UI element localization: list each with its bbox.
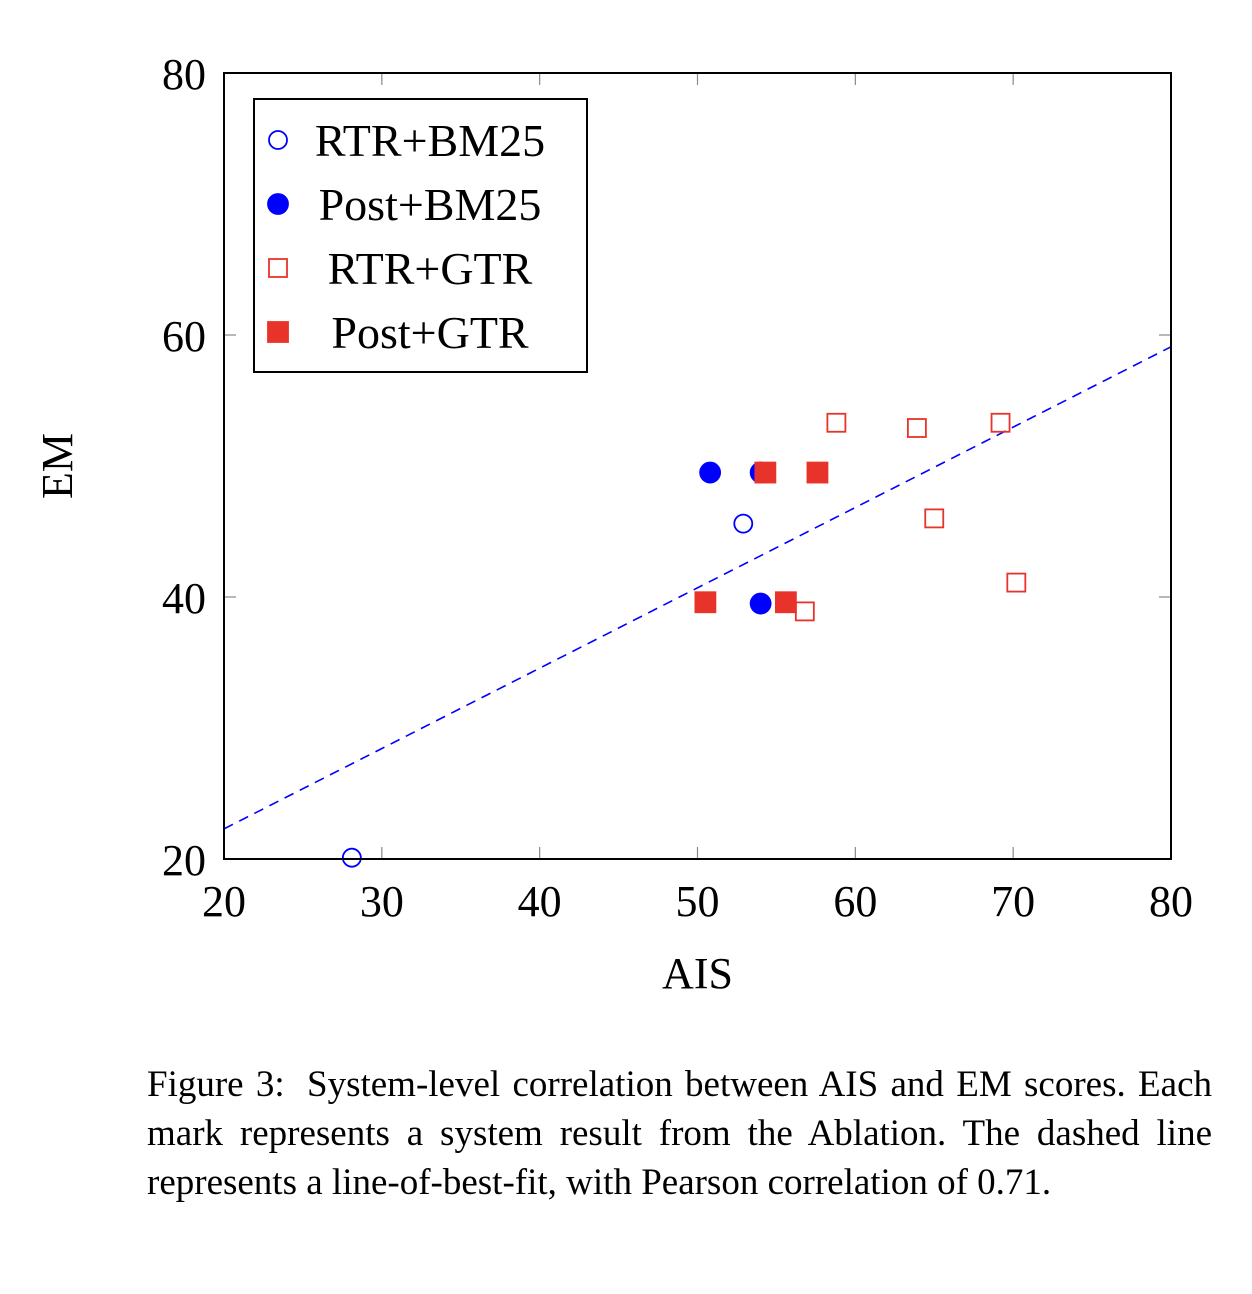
scatter-chart: 20 30 40 50 60 70 80 20 40 60 80 RTR+BM25 Post+BM25… xyxy=(33,50,1193,998)
x-tick-label: 80 xyxy=(1149,877,1193,926)
x-tick-label: 70 xyxy=(991,877,1035,926)
x-tick-label: 60 xyxy=(833,877,877,926)
legend-marker xyxy=(267,193,289,215)
data-point xyxy=(794,601,815,622)
figure-caption-text: System-level correlation between AIS and… xyxy=(147,1064,1212,1203)
y-tick-label: 40 xyxy=(162,574,206,623)
data-point xyxy=(924,508,945,529)
data-point xyxy=(826,412,847,433)
data-point xyxy=(694,591,717,614)
legend-label: RTR+GTR xyxy=(328,243,533,294)
legend-marker xyxy=(267,321,289,343)
data-point xyxy=(699,461,722,484)
data-point xyxy=(754,461,777,484)
plot-frame xyxy=(223,72,1172,860)
data-point xyxy=(990,412,1011,433)
legend-box xyxy=(253,98,588,373)
legend-marker xyxy=(268,258,288,278)
x-tick-label: 30 xyxy=(360,877,404,926)
legend: RTR+BM25 Post+BM25 RTR+GTR Post+GTR xyxy=(253,98,588,373)
data-point xyxy=(733,513,754,534)
x-tick-label: 20 xyxy=(202,877,246,926)
axis-tick-labels: 20 30 40 50 60 70 80 20 40 60 80 xyxy=(162,50,1193,926)
y-tick-label: 60 xyxy=(162,312,206,361)
data-point xyxy=(774,591,797,614)
legend-marker xyxy=(268,130,288,150)
legend-label: RTR+BM25 xyxy=(315,115,545,166)
y-tick-label: 20 xyxy=(162,836,206,885)
y-axis-label: EM xyxy=(33,433,82,499)
data-point xyxy=(749,592,772,615)
data-point xyxy=(906,418,927,438)
data-marks xyxy=(341,412,1027,868)
data-point xyxy=(1006,572,1027,593)
data-point xyxy=(806,461,829,484)
data-point xyxy=(341,847,362,868)
legend-label: Post+GTR xyxy=(331,307,529,358)
legend-label: Post+BM25 xyxy=(319,179,542,230)
y-tick-label: 80 xyxy=(162,50,206,99)
x-tick-label: 50 xyxy=(676,877,720,926)
best-fit-line xyxy=(223,346,1172,830)
x-tick-label: 40 xyxy=(518,877,562,926)
x-axis-label: AIS xyxy=(662,949,733,998)
figure-caption-label: Figure 3: xyxy=(147,1064,285,1105)
figure-caption: Figure 3: System-level correlation betwe… xyxy=(147,1060,1212,1207)
